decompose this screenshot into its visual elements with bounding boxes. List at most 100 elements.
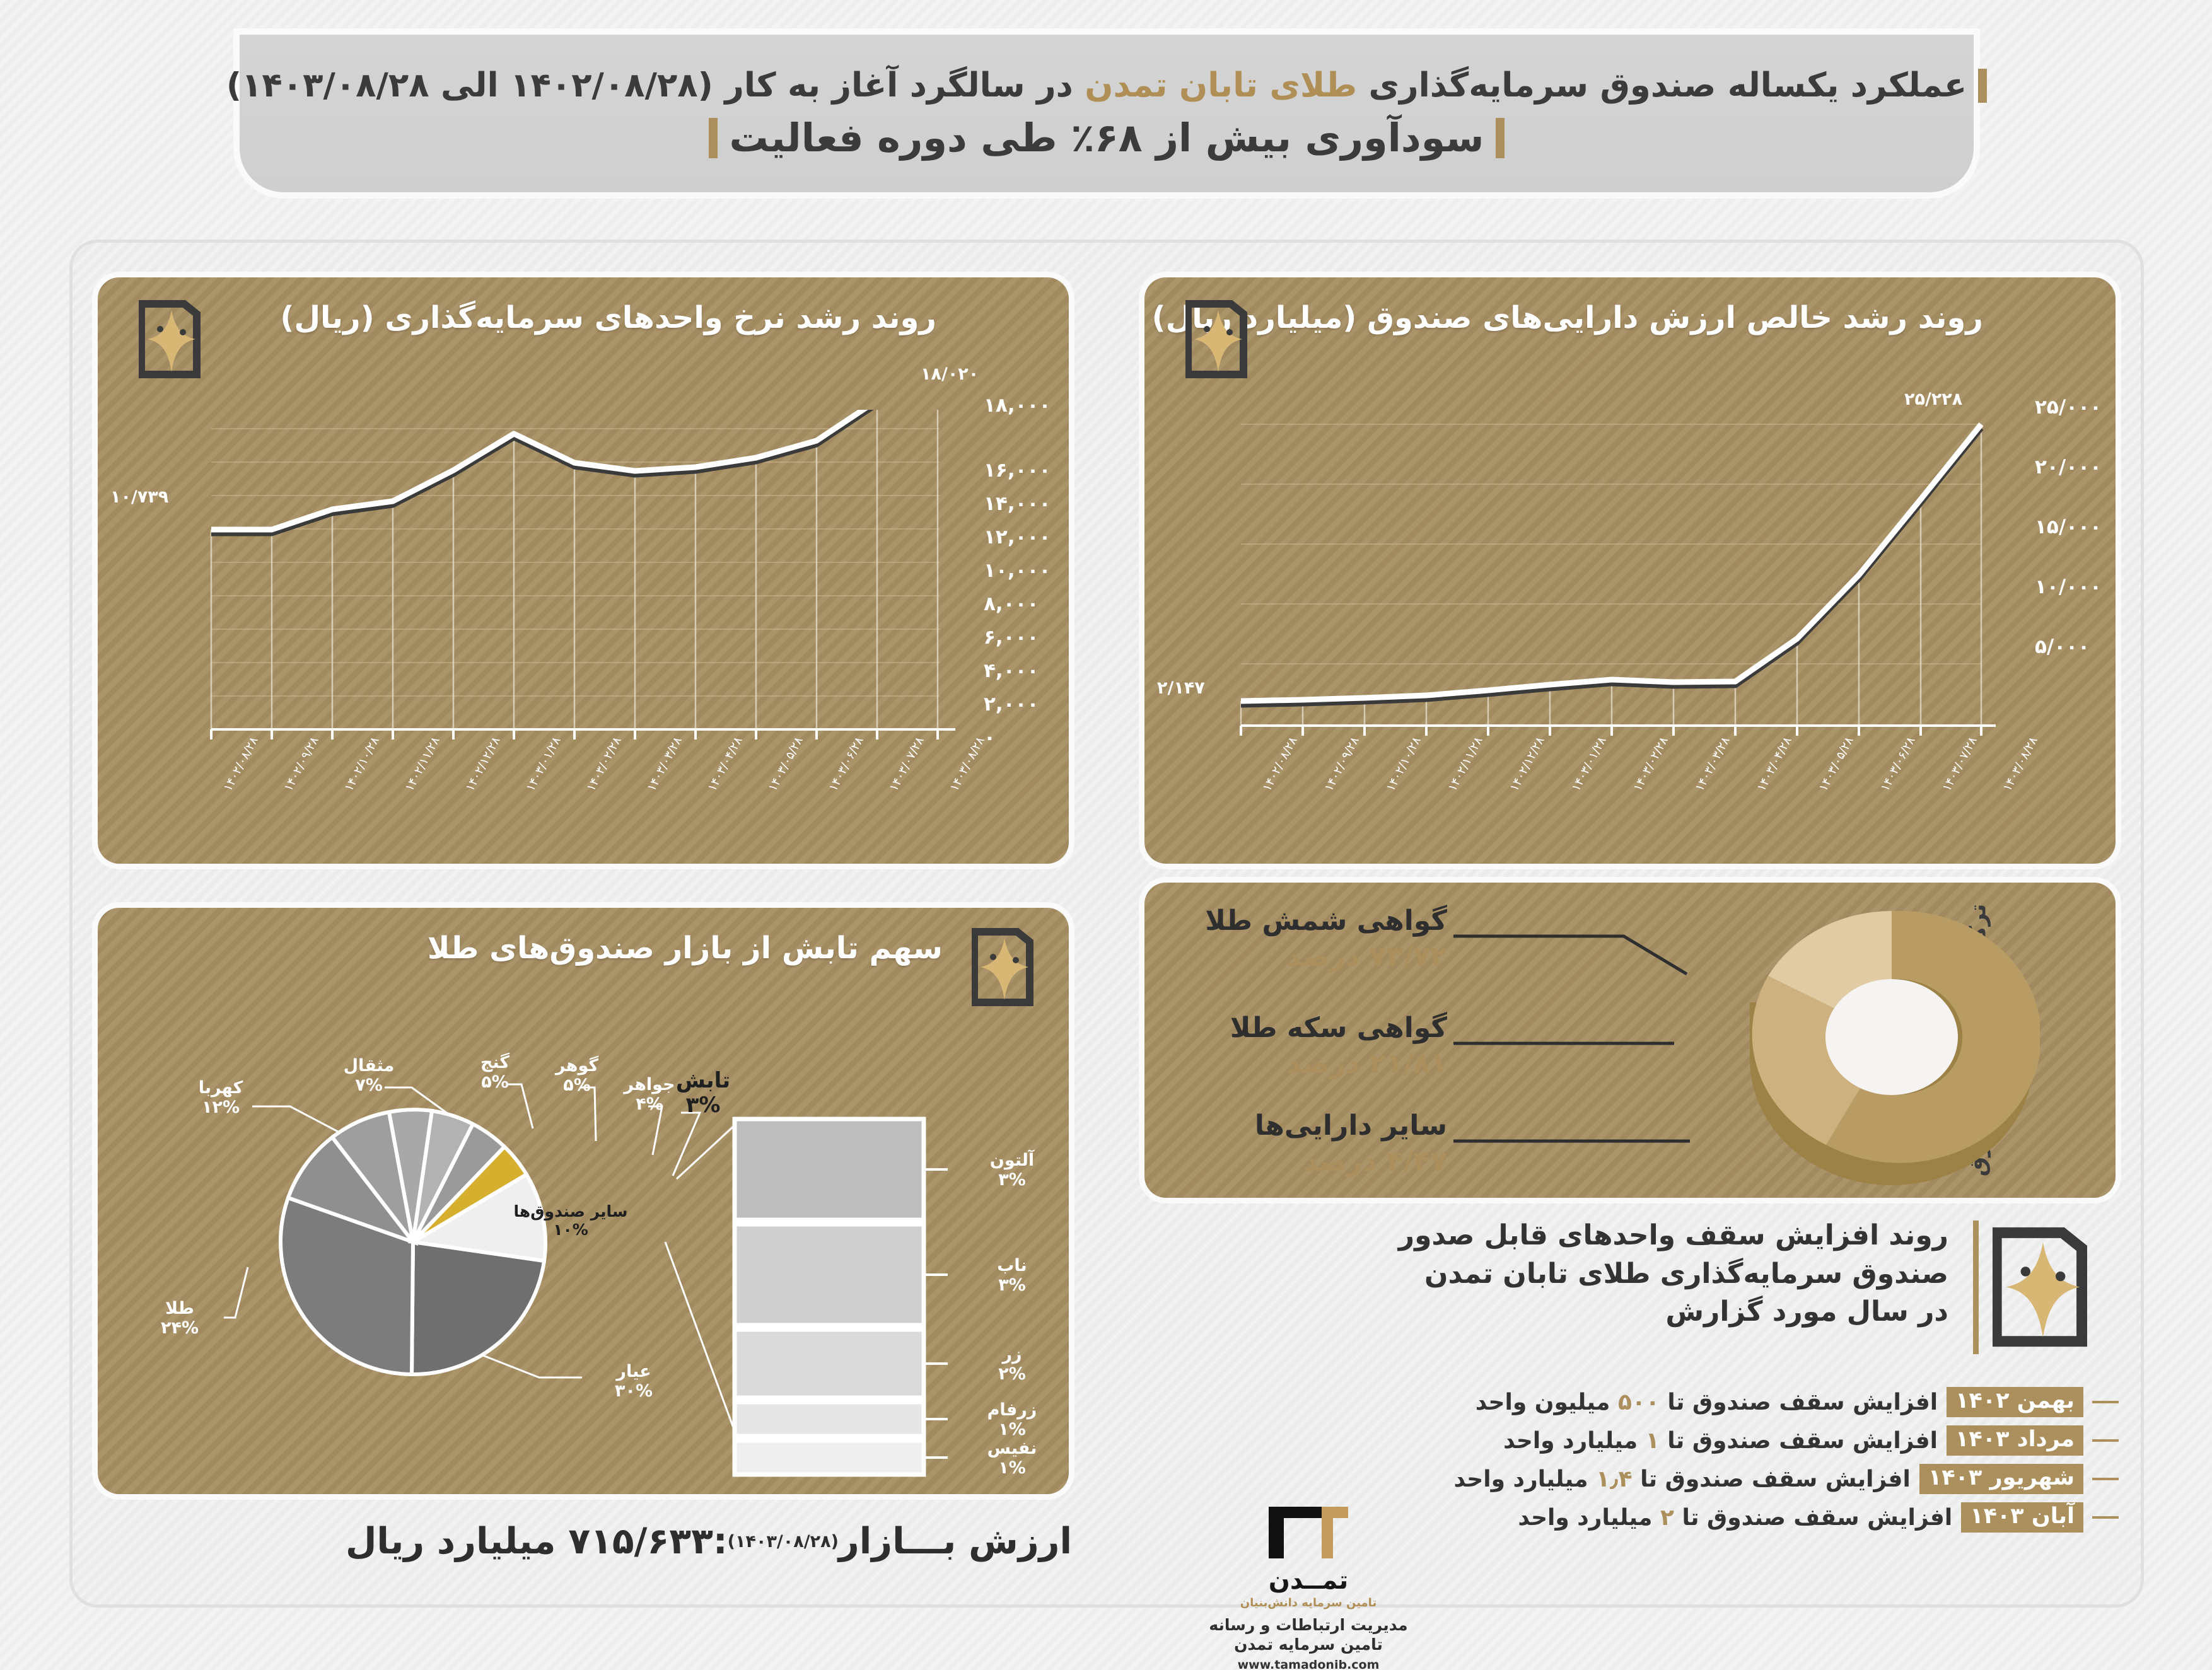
page-subtitle: سودآوری بیش از ۶۸٪ طی دوره فعالیت xyxy=(729,115,1484,161)
y-tick-10000: ۱۰,۰۰۰ xyxy=(984,559,1051,582)
cap-increase-block: روند افزایش سقف واحدهای قابل صدور صندوق … xyxy=(1144,1217,2119,1533)
logo-tagline: تامین سرمایه دانش‌بنیان xyxy=(1240,1596,1377,1609)
logo-url: www.tamadonib.com xyxy=(1237,1657,1380,1670)
subtitle-accent-bar-right xyxy=(1495,117,1505,158)
chart-panel-market-share: سهم تابش از بازار صندوق‌های طلا xyxy=(98,908,1069,1494)
cap-amount: ۱ xyxy=(1645,1427,1660,1454)
list-item: آبان ۱۴۰۳ افزایش سقف صندوق تا ۲ میلیارد … xyxy=(1144,1502,2119,1533)
title-accent-bar xyxy=(1978,68,1988,103)
breakout-label-nab: ناب ۳% xyxy=(997,1256,1027,1296)
cap-increase-heading: روند افزایش سقف واحدهای قابل صدور صندوق … xyxy=(1299,1217,1948,1331)
brand-mark-icon xyxy=(139,298,204,380)
chart-title-total-nav: روند رشد خالص ارزش دارایی‌های صندوق (میل… xyxy=(1151,300,1983,335)
breakout-label-zar: زر ۲% xyxy=(998,1345,1026,1384)
donut-item-gold-bar: گواهی شمش طلا ۷۳/۷۲ درصد xyxy=(1205,905,1447,973)
line-chart-total-nav-svg xyxy=(1240,422,1996,736)
pie-label-gohar: گوهر ۵% xyxy=(555,1056,599,1096)
y-tick-14000: ۱۴,۰۰۰ xyxy=(984,492,1051,515)
y-tick-4000: ۴,۰۰۰ xyxy=(984,659,1039,682)
end-value-label: ۱۸/۰۲۰ xyxy=(921,364,979,384)
brand-mark-icon xyxy=(1185,298,1251,380)
cap-row-text: افزایش سقف صندوق تا ۱٫۴ میلیارد واحد xyxy=(1453,1466,1911,1492)
y-tick-8000: ۸,۰۰۰ xyxy=(984,593,1039,615)
brand-mark-icon xyxy=(972,925,1037,1007)
pie-label-tala: طلا ۲۴% xyxy=(160,1299,199,1338)
list-item: مرداد ۱۴۰۳ افزایش سقف صندوق تا ۱ میلیارد… xyxy=(1144,1425,2119,1456)
cap-heading-line-3: در سال مورد گزارش xyxy=(1665,1296,1948,1328)
chart-panel-total-nav: روند رشد خالص ارزش دارایی‌های صندوق (میل… xyxy=(1144,277,2116,864)
page-title-period: در سالگرد آغاز به کار (۱۴۰۲/۰۸/۲۸ الی ۱۴… xyxy=(226,66,1074,105)
y-tick-2000: ۲,۰۰۰ xyxy=(984,693,1039,716)
donut-item-gold-coin: گواهی سکه طلا ۲۱/۸۱ درصد xyxy=(1230,1012,1447,1080)
y-tick-15000: ۱۵/۰۰۰ xyxy=(2035,516,2102,538)
chart-title-unit-rate: روند رشد نرخ واحدهای سرمایه‌گذاری (ریال) xyxy=(280,300,936,335)
page-title-fund: طلای تابان تمدن xyxy=(1085,66,1358,105)
list-item: شهریور ۱۴۰۳ افزایش سقف صندوق تا ۱٫۴ میلی… xyxy=(1144,1464,2119,1494)
subtitle-accent-bar-left xyxy=(709,117,718,158)
brand-mark-icon xyxy=(1991,1223,2093,1349)
logo-org: مدیریت ارتباطات و رسانه تامین سرمایه تمد… xyxy=(1209,1616,1408,1654)
cap-heading-line-1: روند افزایش سقف واحدهای قابل صدور xyxy=(1398,1219,1948,1251)
chart-title-market-share: سهم تابش از بازار صندوق‌های طلا xyxy=(427,931,943,966)
donut-chart-svg xyxy=(1750,910,2040,1185)
footer-logo: تمــدن تامین سرمایه دانش‌بنیان مدیریت ار… xyxy=(1173,1500,1444,1670)
page-title: عملکرد یکساله صندوق سرمایه‌گذاری طلای تا… xyxy=(226,66,1967,105)
start-value-label: ۲/۱۴۷ xyxy=(1157,678,1205,698)
donut-item-other-assets: سایر دارایی‌ها ۴/۴۷ درصد xyxy=(1254,1110,1447,1178)
y-tick-20000: ۲۰/۰۰۰ xyxy=(2035,456,2102,478)
cap-badge-date: مرداد ۱۴۰۳ xyxy=(1946,1425,2083,1456)
logo-name: تمــدن xyxy=(1268,1566,1349,1595)
pie-slices xyxy=(278,1108,547,1377)
pie-label-other-funds: سایر صندوق‌ها ۱۰% xyxy=(513,1202,628,1239)
row-tick xyxy=(2092,1439,2119,1442)
line-chart-total-nav xyxy=(1211,407,2030,760)
pie-label-mesghal: مثقال ۷% xyxy=(343,1056,395,1096)
market-value-date: (۱۴۰۳/۰۸/۲۸) xyxy=(727,1531,839,1551)
pie-label-javaher: جواهر ۴% xyxy=(624,1075,675,1115)
cap-badge-date: شهریور ۱۴۰۳ xyxy=(1919,1464,2083,1494)
market-value-amount: ۷۱۵/۶۳۳ میلیارد ریال xyxy=(345,1521,713,1562)
pie-label-ganj: گنج ۵% xyxy=(480,1053,510,1093)
tamadon-logo-icon xyxy=(1261,1500,1356,1563)
y-tick-18000: ۱۸,۰۰۰ xyxy=(984,394,1051,417)
breakout-label-altoon: آلتون ۳% xyxy=(989,1151,1035,1190)
pie-label-tabesh: تابش ۳% xyxy=(675,1068,731,1118)
market-value-summary: ارزش بـــازار (۱۴۰۳/۰۸/۲۸) : ۷۱۵/۶۳۳ میل… xyxy=(345,1521,1072,1562)
y-tick-6000: ۶,۰۰۰ xyxy=(984,626,1039,649)
cap-heading-line-2: صندوق سرمایه‌گذاری طلای تابان تمدن xyxy=(1424,1257,1948,1290)
chart-panel-unit-rate: روند رشد نرخ واحدهای سرمایه‌گذاری (ریال) xyxy=(98,277,1069,864)
page-title-main: عملکرد یکساله صندوق سرمایه‌گذاری xyxy=(1368,66,1967,105)
start-value-label: ۱۰/۷۳۹ xyxy=(110,487,169,507)
cap-badge-date: آبان ۱۴۰۳ xyxy=(1961,1502,2083,1533)
end-value-label: ۲۵/۲۲۸ xyxy=(1904,390,1963,409)
row-tick xyxy=(2092,1401,2119,1403)
y-tick-16000: ۱۶,۰۰۰ xyxy=(984,459,1051,482)
pie-label-kahroba: کهربا ۱۲% xyxy=(198,1078,243,1118)
breakout-stacked-bar xyxy=(732,1116,948,1477)
breakout-label-zarfam: زرفام ۱% xyxy=(987,1400,1037,1440)
header-subtitle-line: سودآوری بیش از ۶۸٪ طی دوره فعالیت xyxy=(709,115,1505,161)
line-chart-unit-rate-svg xyxy=(210,410,955,739)
y-tick-0: ۰ xyxy=(984,726,996,749)
row-tick xyxy=(2092,1516,2119,1519)
y-tick-25000: ۲۵/۰۰۰ xyxy=(2035,396,2102,419)
donut-leader-lines xyxy=(1453,934,1690,1143)
cap-badge-date: بهمن ۱۴۰۲ xyxy=(1947,1387,2083,1417)
cap-heading-accent-bar xyxy=(1973,1221,1979,1354)
y-tick-12000: ۱۲,۰۰۰ xyxy=(984,526,1051,548)
cap-amount: ۲ xyxy=(1660,1504,1674,1531)
cap-row-text: افزایش سقف صندوق تا ۵۰۰ میلیون واحد xyxy=(1475,1389,1938,1415)
market-value-label: ارزش بـــازار xyxy=(838,1521,1072,1562)
cap-amount: ۱٫۴ xyxy=(1596,1466,1633,1492)
cap-increase-list: بهمن ۱۴۰۲ افزایش سقف صندوق تا ۵۰۰ میلیون… xyxy=(1144,1387,2119,1541)
cap-row-text: افزایش سقف صندوق تا ۱ میلیارد واحد xyxy=(1503,1427,1938,1454)
chart-panel-asset-allocation: ترکیب دارایی‌های صندوق xyxy=(1144,883,2116,1198)
pie-label-ayar: عیار ۳۰% xyxy=(614,1362,653,1401)
y-tick-10000: ۱۰/۰۰۰ xyxy=(2035,576,2102,598)
cap-row-text: افزایش سقف صندوق تا ۲ میلیارد واحد xyxy=(1518,1504,1953,1531)
breakout-label-nafis: نفیس ۱% xyxy=(987,1439,1037,1478)
line-chart-unit-rate xyxy=(173,410,981,763)
header-title-line: عملکرد یکساله صندوق سرمایه‌گذاری طلای تا… xyxy=(226,66,1988,105)
row-tick xyxy=(2092,1478,2119,1480)
